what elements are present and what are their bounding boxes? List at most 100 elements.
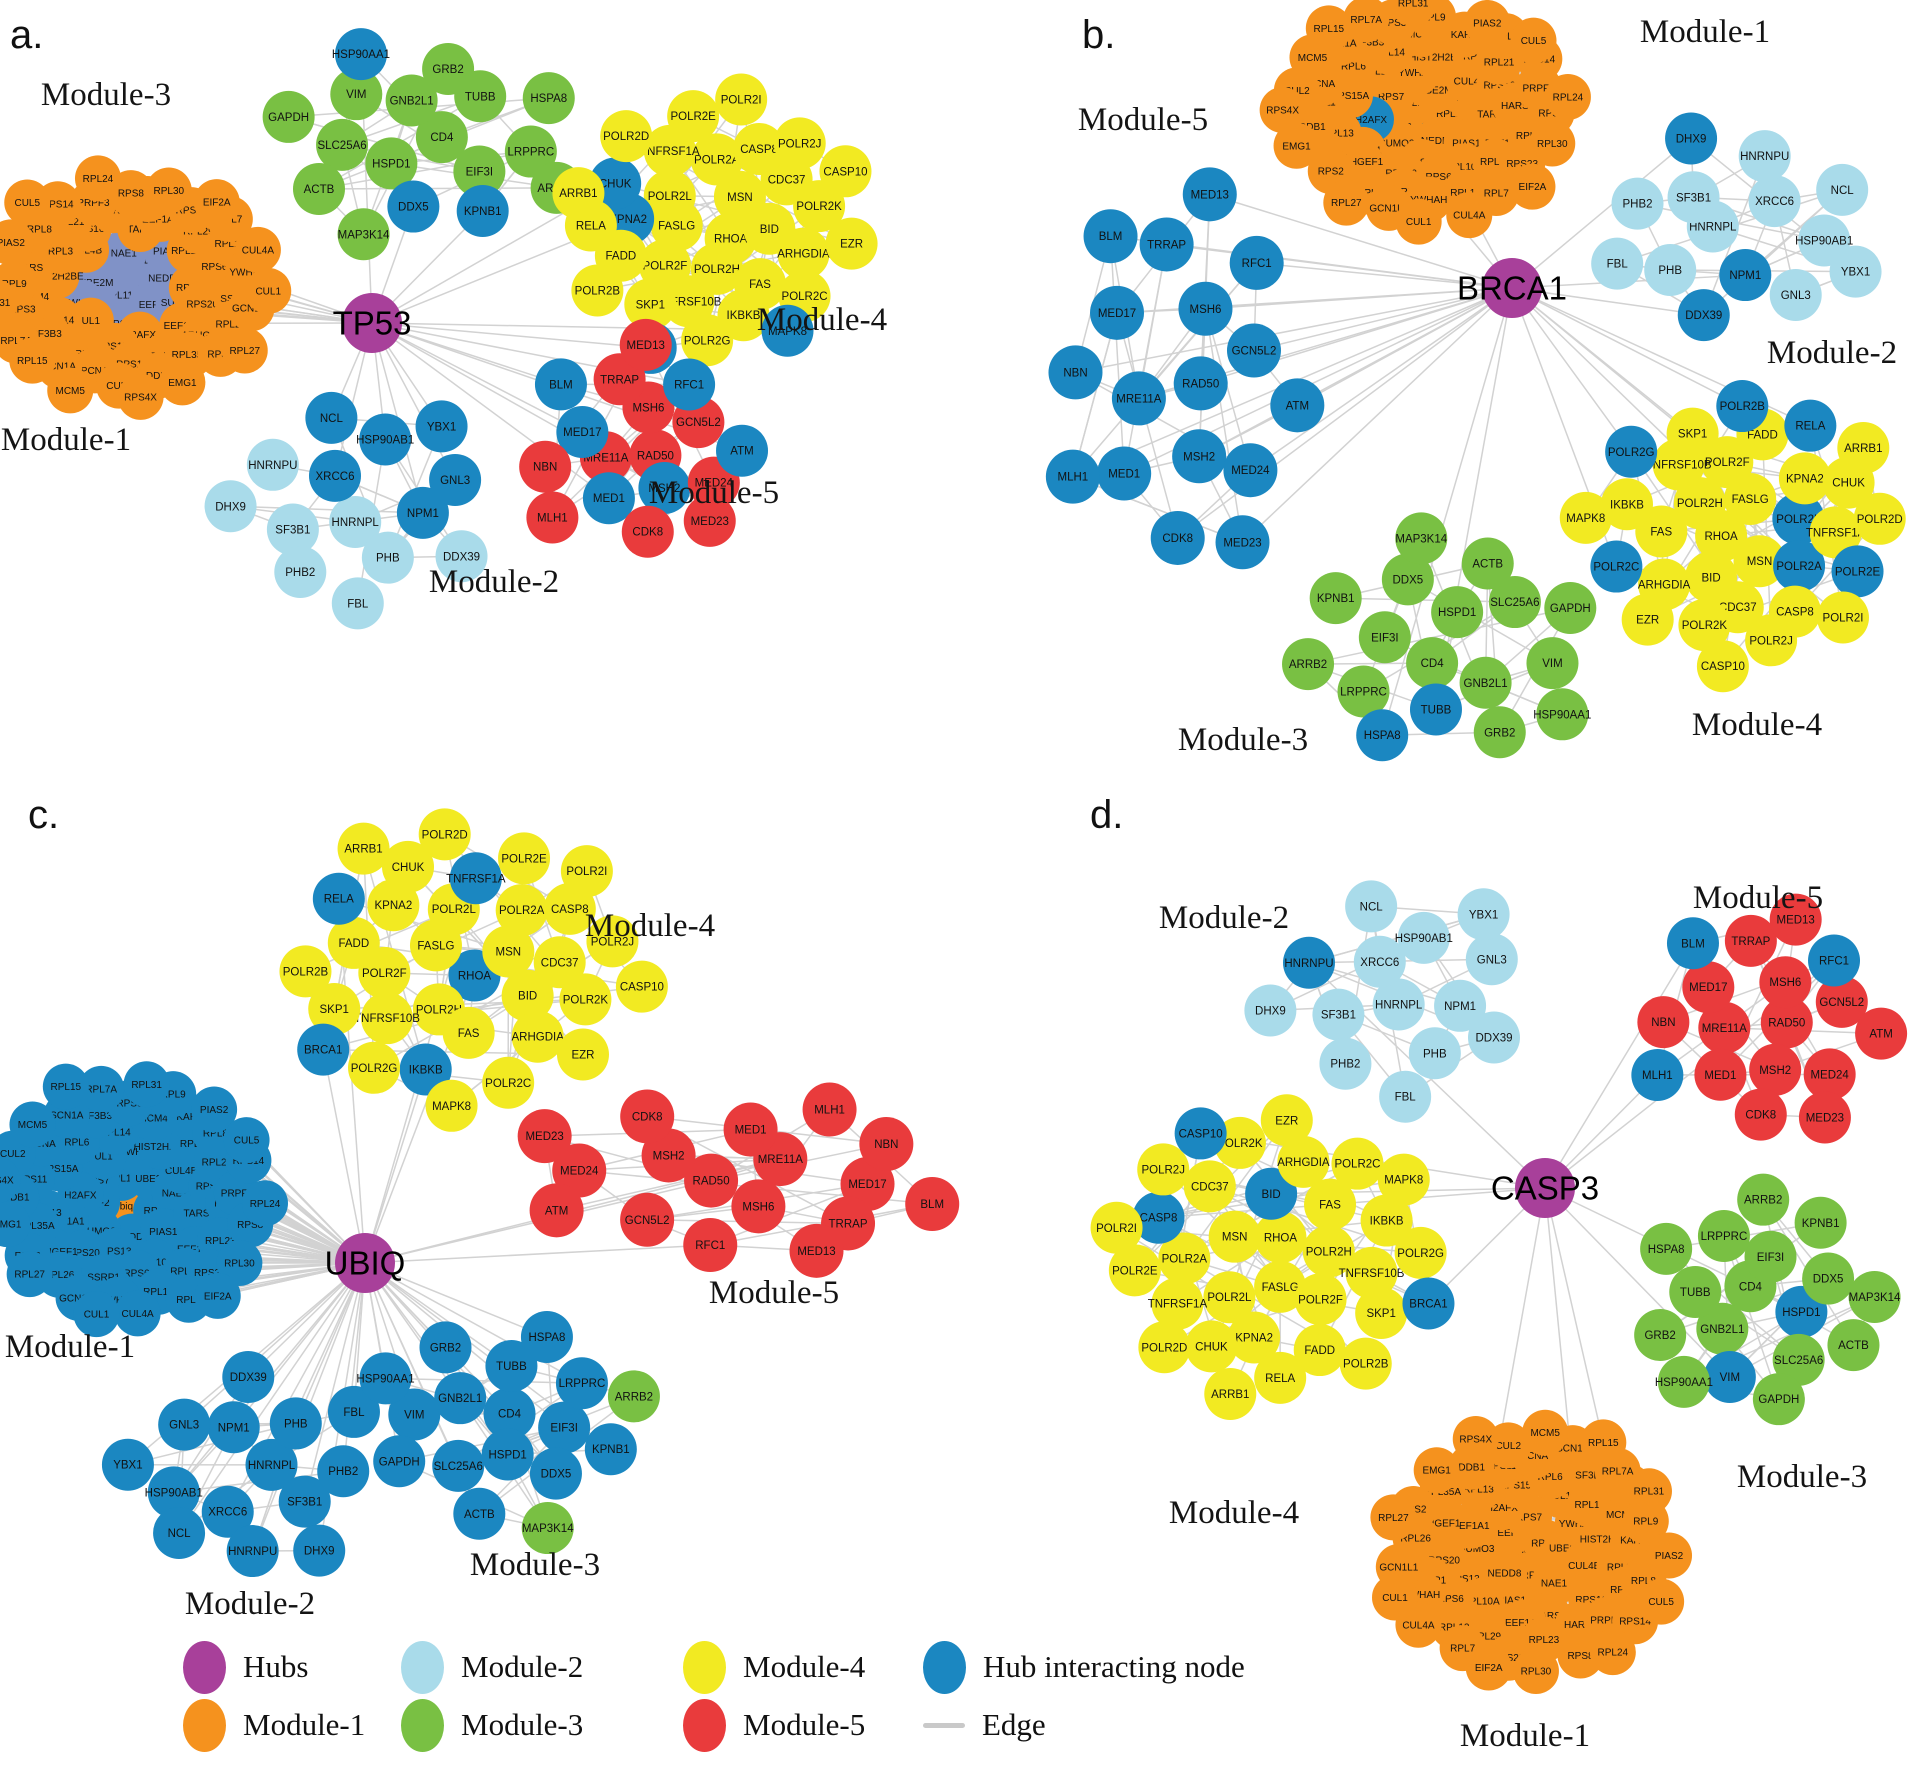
gene-node [1657,1355,1710,1408]
gene-node [1408,1027,1461,1080]
gene-label: FAS [1650,526,1672,538]
gene-label: RPL29 [170,1266,201,1277]
gene-label: TRRAP [1147,240,1186,252]
gene-label: NBN [1063,367,1087,379]
gene-label: RPL15 [1588,1438,1619,1449]
gene-label: KPNB1 [464,206,502,218]
panel-letter: c. [28,793,59,837]
gene-label: TUBB [1680,1287,1711,1299]
gene-label: UL1 [94,1152,113,1163]
gene-label: POLR2D [1857,514,1903,526]
gene-label: YBX1 [427,421,456,433]
gene-label: ARRB2 [1744,1195,1782,1207]
gene-node [715,73,768,126]
gene-node [1372,978,1425,1031]
gene-node [1529,120,1576,167]
gene-node [1090,285,1145,340]
gene-label: EZR [1636,615,1659,627]
gene-label: EEF2 [139,300,164,311]
gene-node [482,925,535,978]
gene-node [1749,1043,1802,1096]
gene-node [1203,1271,1256,1324]
gene-label: CASP8 [1776,607,1814,619]
gene-node [620,1192,675,1247]
gene-node [1390,0,1437,27]
gene-label: RELA [576,220,606,232]
gene-label: RFC1 [1242,258,1272,270]
hub-node-UBIQ [335,1233,395,1293]
gene-node [191,1086,238,1133]
gene-label: H2AFX [1355,115,1388,126]
gene-node [201,1485,254,1538]
gene-node [78,1065,125,1112]
gene-label: Ubiq [113,1202,134,1213]
gene-label: HNRNPL [332,517,380,529]
gene-node [905,1177,960,1232]
gene-label: CUL1 [1382,1593,1408,1604]
gene-node [1097,446,1152,501]
gene-node [241,1180,288,1227]
gene-node [1431,586,1484,639]
gene-node [1465,1644,1512,1691]
gene-label: ARHGDIA [512,1032,565,1044]
gene-node [1738,130,1791,183]
gene-label: MLH1 [1058,472,1089,484]
gene-node [556,1028,609,1081]
gene-node [526,491,579,544]
legend-item-edge: Edge [923,1707,1353,1743]
gene-label: RPL7A [1350,15,1382,26]
gene-label: CUL5 [1648,1597,1674,1608]
gene-node [1204,1367,1257,1420]
gene-node [1045,449,1100,504]
gene-node [511,1010,564,1063]
gene-label: POLR2G [1608,447,1655,459]
gene-node [1434,979,1487,1032]
gene-label: RPL15 [51,1082,82,1093]
gene-label: FASLG [658,221,695,233]
gene-label: POLR2G [684,335,731,347]
gene-label: POLR2E [670,111,716,123]
gene-node [1809,506,1862,559]
gene-label: HARS [1501,101,1529,112]
gene-label: RPL24 [1553,92,1584,103]
module-caption: Module-2 [185,1586,315,1622]
gene-label: MED24 [560,1166,599,1178]
gene-label: UL1 [1553,1491,1572,1502]
module-caption: Module-4 [1692,707,1822,743]
gene-label: GAPDH [268,112,309,124]
gene-label: GNL3 [1477,954,1507,966]
gene-label: POLR2D [422,829,468,841]
gene-label: CUL2 [1284,86,1310,97]
module3-color-swatch [401,1698,444,1752]
gene-node [1752,1373,1805,1426]
gene-node [114,1290,161,1337]
gene-label: EEF1A1 [164,321,202,332]
gene-label: POLR2A [1776,561,1822,573]
gene-node [1395,512,1448,565]
gene-label: NBN [874,1139,898,1151]
gene-node [521,1502,574,1555]
gene-label: ATM [730,446,753,458]
gene-label: DHX9 [1676,133,1707,145]
gene-label: PIAS1 [149,1227,178,1238]
gene-label: DDX5 [541,1469,572,1481]
gene-label: HSPD1 [1782,1307,1820,1319]
gene-label: MSH2 [1759,1065,1791,1077]
gene-label: MRE11A [1702,1023,1747,1035]
gene-node [1772,1333,1825,1386]
gene-node [216,1240,263,1287]
module-caption: Module-2 [429,564,559,600]
gene-label: MLH1 [537,513,568,525]
gene-label: RPS20 [186,300,218,311]
gene-label: CUL4B [165,1166,198,1177]
gene-label: PIAS2 [200,1105,229,1116]
gene-label: RPS4X [124,392,157,403]
gene-label: UL1 [82,316,101,327]
gene-label: RPL21 [1484,57,1515,68]
gene-label: RPS8 [1538,109,1565,120]
gene-node [773,117,826,170]
gene-label: CDK8 [1745,1110,1776,1122]
gene-label: YWHAH [1410,195,1447,206]
gene-label: PCNA [81,366,109,377]
gene-node [0,1201,31,1248]
